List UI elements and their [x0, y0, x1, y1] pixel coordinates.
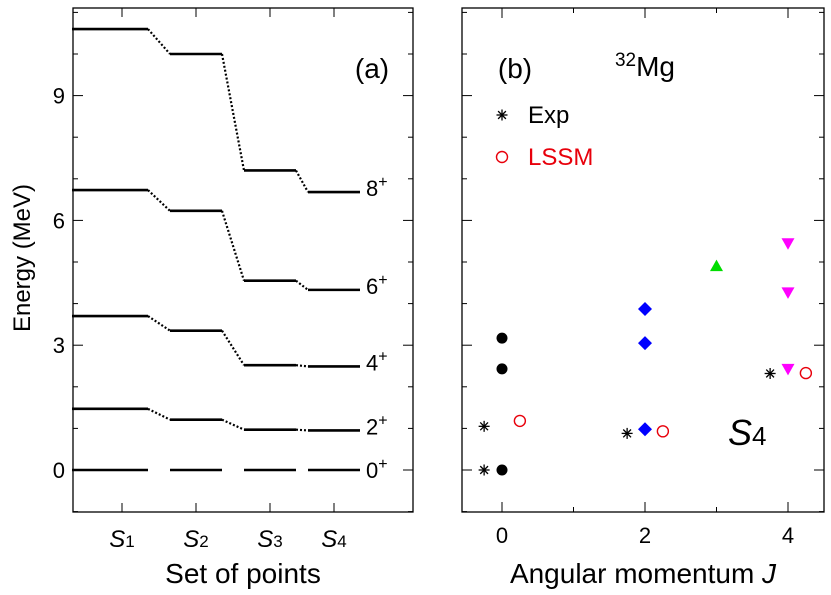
asterisk-stroke: [479, 421, 489, 431]
category-label: S3: [257, 526, 282, 553]
level-connector: [295, 169, 309, 193]
data-point: [478, 464, 490, 476]
annotation-s4: S4: [728, 412, 766, 453]
category-label: S1: [109, 526, 134, 553]
level-connector: [147, 28, 171, 55]
x-tick-label: 4: [782, 523, 794, 548]
y-tick-label: 3: [53, 333, 65, 358]
series-J0: [496, 332, 508, 476]
level-connector: [295, 364, 309, 368]
data-point: [638, 422, 652, 437]
panel-b-frame: [461, 7, 825, 513]
data-point: [710, 259, 723, 272]
level-connector: [221, 330, 245, 366]
level-8+: [72, 27, 360, 194]
data-point: [781, 287, 795, 299]
series-LSSM: [513, 366, 813, 438]
level-connector: [221, 418, 245, 431]
data-point: [621, 427, 633, 439]
level-4+: [72, 314, 360, 368]
level-connector: [147, 315, 171, 332]
x-axis-title-b: Angular momentum J: [510, 558, 777, 589]
asterisk-stroke: [765, 369, 775, 378]
series-Exp: [478, 367, 776, 476]
data-point: [638, 302, 652, 317]
category-label: S4: [321, 526, 346, 553]
panel-a-frame: [72, 7, 414, 513]
legend-item-LSSM: LSSM: [495, 144, 593, 171]
category-label: S2: [183, 526, 208, 553]
data-point: [764, 367, 776, 379]
legend-label: LSSM: [528, 144, 593, 171]
data-point: [496, 464, 508, 476]
level-6+: [72, 188, 360, 292]
series-J4: [781, 238, 795, 376]
data-point: [799, 366, 813, 380]
level-connector: [220, 210, 246, 282]
series-J2: [638, 302, 652, 437]
data-point: [478, 420, 490, 432]
data-point: [781, 238, 795, 250]
asterisk-stroke: [497, 110, 507, 120]
data-point: [656, 425, 670, 438]
asterisk-stroke: [622, 429, 632, 438]
panel-label-b: (b): [498, 53, 532, 84]
data-point: [495, 150, 509, 164]
series-J3: [710, 259, 723, 272]
legend-label: Exp: [528, 102, 569, 129]
data-point: [496, 363, 508, 375]
level-connector: [147, 189, 171, 212]
legend-item-Exp: Exp: [496, 102, 569, 129]
level-2+: [72, 407, 360, 432]
y-axis-title: Energy (MeV): [9, 184, 36, 332]
state-label: 2+: [366, 412, 388, 439]
state-label: 8+: [366, 174, 388, 201]
x-tick-label: 2: [639, 523, 651, 548]
data-point: [496, 109, 508, 121]
state-label: 4+: [366, 348, 388, 375]
level-connector: [295, 428, 309, 432]
level-connector: [295, 279, 309, 291]
data-point: [513, 414, 527, 428]
y-tick-label: 6: [53, 208, 65, 233]
y-tick-label: 9: [53, 84, 65, 109]
state-label: 6+: [366, 272, 388, 299]
data-point: [781, 363, 795, 376]
data-point: [496, 332, 508, 344]
panel-label-a: (a): [355, 53, 389, 84]
data-point: [638, 336, 652, 351]
x-axis-title-a: Set of points: [165, 558, 321, 589]
level-connector: [220, 53, 246, 171]
y-tick-label: 0: [53, 458, 65, 483]
level-connector: [147, 407, 171, 421]
state-label: 0+: [366, 456, 388, 483]
asterisk-stroke: [479, 465, 489, 475]
x-tick-label: 0: [496, 523, 508, 548]
chart-title: 32Mg: [615, 50, 675, 82]
